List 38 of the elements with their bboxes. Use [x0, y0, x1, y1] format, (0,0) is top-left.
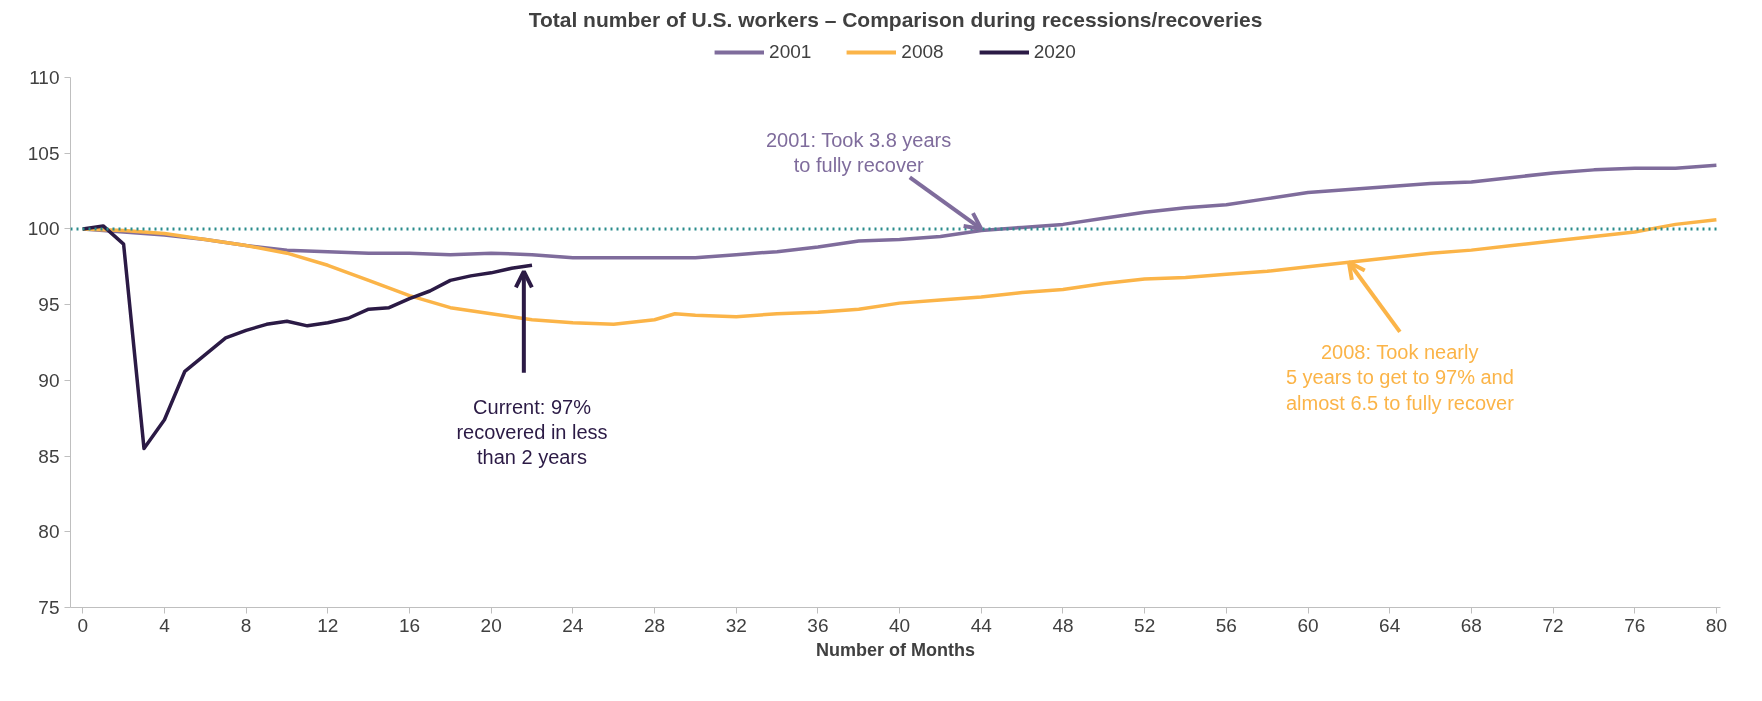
y-tick-label: 105 — [27, 142, 60, 164]
x-tick-label: 8 — [240, 614, 252, 636]
legend-label: 2020 — [1033, 41, 1076, 63]
x-tick-label: 4 — [159, 614, 171, 636]
x-tick-label: 68 — [1460, 614, 1482, 636]
x-tick-label: 12 — [317, 614, 339, 636]
x-tick-label: 24 — [562, 614, 584, 636]
annotation: 2008: Took nearly 5 years to get to 97% and almost 6.5 to fully recover — [1285, 340, 1515, 414]
y-tick-label: 75 — [38, 597, 60, 618]
x-tick-label: 80 — [1705, 614, 1727, 636]
x-tick-label: 36 — [807, 614, 829, 636]
y-tick-label: 90 — [38, 369, 60, 391]
x-tick-label: 72 — [1542, 614, 1564, 636]
x-tick-label: 32 — [725, 614, 747, 636]
chart-title: Total number of U.S. workers – Comparison during recessions/recoveries — [528, 7, 1263, 31]
x-tick-label: 60 — [1297, 614, 1319, 636]
x-tick-label: 56 — [1215, 614, 1237, 636]
x-tick-label: 20 — [480, 614, 502, 636]
legend-label: 2008 — [901, 41, 944, 63]
x-tick-label: 48 — [1052, 614, 1074, 636]
x-tick-label: 28 — [643, 614, 666, 636]
y-tick-label: 80 — [38, 521, 60, 543]
x-tick-label: 44 — [970, 614, 993, 636]
x-tick-label: 40 — [889, 614, 911, 636]
x-tick-label: 16 — [398, 614, 421, 636]
y-tick-label: 100 — [27, 218, 60, 240]
legend-label: 2001 — [769, 41, 812, 63]
x-tick-label: 0 — [77, 614, 89, 636]
x-tick-label: 76 — [1624, 614, 1646, 636]
y-tick-label: 110 — [29, 67, 60, 88]
line-series — [81, 218, 1719, 327]
x-axis-title: Number of Months — [816, 639, 976, 660]
y-tick-label: 95 — [38, 294, 60, 316]
y-tick-label: 85 — [38, 445, 60, 467]
x-tick-label: 64 — [1379, 614, 1401, 636]
annotation: Current: 97% recovered in less than 2 years — [456, 395, 608, 469]
x-tick-label: 52 — [1134, 614, 1156, 636]
annotation: 2001: Took 3.8 years to fully recover — [765, 128, 952, 177]
